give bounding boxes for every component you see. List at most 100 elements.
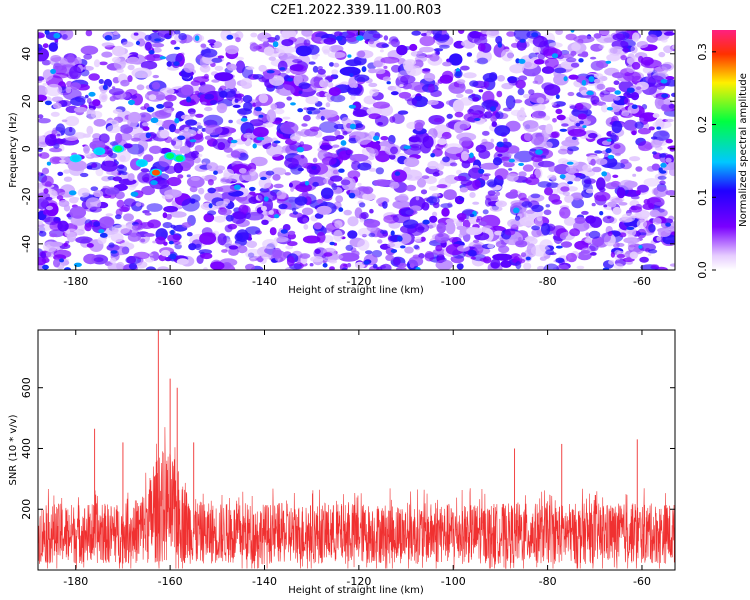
- colorbar-tick-label: 0.0: [696, 261, 709, 279]
- heatmap-cell: [555, 245, 563, 249]
- heatmap-cell: [536, 214, 543, 222]
- heatmap-cell: [130, 31, 147, 41]
- heatmap-cell: [609, 47, 618, 54]
- heatmap-cell: [90, 110, 103, 119]
- heatmap-cell: [518, 171, 527, 178]
- heatmap-cell: [97, 236, 107, 245]
- heatmap-cell: [200, 43, 207, 48]
- heatmap-cell: [480, 162, 499, 170]
- heatmap-cell: [225, 45, 239, 55]
- heatmap-cell: [469, 192, 476, 198]
- heatmap-cell: [449, 162, 458, 167]
- heatmap-cell: [524, 61, 532, 68]
- heatmap-cell: [563, 76, 568, 82]
- heatmap-cell: [629, 206, 643, 213]
- heatmap-cell: [513, 30, 531, 41]
- heatmap-cell: [630, 195, 640, 200]
- heatmap-cell: [385, 254, 394, 261]
- heatmap-cell: [392, 257, 401, 266]
- heatmap-cell: [635, 166, 643, 172]
- heatmap-cell: [53, 249, 72, 259]
- heatmap-cell: [80, 172, 89, 178]
- heatmap-cell: [98, 216, 115, 229]
- heatmap-cell: [551, 53, 559, 59]
- heatmap-cell: [606, 138, 612, 142]
- heatmap-cell: [472, 179, 481, 190]
- heatmap-cell: [46, 161, 52, 166]
- x-tick-label: -180: [63, 575, 88, 588]
- heatmap-cell: [152, 47, 162, 53]
- heatmap-hotspot-core: [175, 155, 184, 162]
- heatmap-cell: [572, 136, 577, 140]
- heatmap-cell: [250, 32, 258, 38]
- x-tick-label: -180: [63, 275, 88, 288]
- x-tick-label: -100: [441, 575, 466, 588]
- heatmap-cell: [116, 165, 128, 173]
- heatmap-cell: [585, 232, 590, 237]
- heatmap-cell: [618, 202, 628, 206]
- heatmap-cell: [274, 108, 285, 115]
- heatmap-cell: [441, 207, 450, 217]
- heatmap-cell: [663, 99, 673, 105]
- heatmap-cell: [540, 222, 551, 236]
- heatmap-cell: [52, 72, 69, 79]
- heatmap-cell: [301, 30, 313, 37]
- heatmap-cell: [343, 209, 353, 216]
- x-tick-label: -140: [252, 275, 277, 288]
- heatmap-hotspot-core: [137, 160, 146, 167]
- heatmap-cell: [460, 41, 467, 46]
- heatmap-cell: [400, 74, 416, 84]
- heatmap-cell: [217, 185, 238, 193]
- heatmap-cell: [372, 33, 383, 39]
- heatmap-cell: [38, 76, 45, 81]
- heatmap-cell: [555, 257, 565, 263]
- heatmap-cell: [86, 243, 94, 248]
- heatmap-cell: [654, 201, 665, 206]
- heatmap-cell: [570, 62, 580, 68]
- heatmap-cell: [420, 189, 428, 195]
- heatmap-cell: [375, 167, 384, 175]
- heatmap-cell: [38, 114, 44, 119]
- heatmap-cell: [469, 213, 475, 218]
- heatmap-cell: [505, 95, 516, 110]
- heatmap-cell: [616, 187, 626, 199]
- heatmap-cell: [54, 41, 59, 46]
- heatmap-cell: [566, 252, 577, 263]
- heatmap-cell: [518, 236, 522, 242]
- heatmap-cell: [587, 117, 596, 122]
- heatmap-cell: [120, 79, 130, 87]
- heatmap-cell: [327, 51, 346, 59]
- heatmap-cell: [284, 157, 299, 169]
- heatmap-cell: [111, 56, 121, 63]
- heatmap-cell: [313, 222, 323, 230]
- heatmap-cell: [347, 262, 352, 268]
- heatmap-cell: [650, 264, 660, 269]
- heatmap-cell: [226, 63, 237, 71]
- heatmap-cell: [257, 190, 278, 202]
- heatmap-cell: [403, 157, 420, 168]
- heatmap-cell: [567, 128, 587, 137]
- heatmap-cell: [365, 250, 373, 255]
- heatmap-cell: [178, 33, 187, 41]
- heatmap-cell: [69, 206, 87, 219]
- heatmap-cell: [404, 59, 417, 66]
- heatmap-cell: [531, 204, 544, 213]
- heatmap-cell: [494, 230, 504, 236]
- heatmap-cell: [289, 212, 303, 218]
- heatmap-cell: [185, 135, 196, 148]
- heatmap-cell: [482, 72, 498, 83]
- heatmap-cell: [273, 183, 284, 189]
- heatmap-cell: [275, 45, 297, 54]
- heatmap-cell: [612, 174, 619, 178]
- heatmap-cell: [590, 56, 597, 60]
- heatmap-cell: [145, 266, 156, 270]
- heatmap-cell: [638, 245, 643, 249]
- heatmap-cell: [230, 139, 238, 144]
- heatmap-cell: [568, 74, 579, 80]
- heatmap-cell: [319, 79, 330, 88]
- heatmap-cell: [390, 146, 398, 155]
- heatmap-cell: [545, 123, 553, 135]
- heatmap-cell: [482, 209, 489, 215]
- heatmap-cell: [193, 76, 210, 83]
- heatmap-cell: [476, 216, 483, 221]
